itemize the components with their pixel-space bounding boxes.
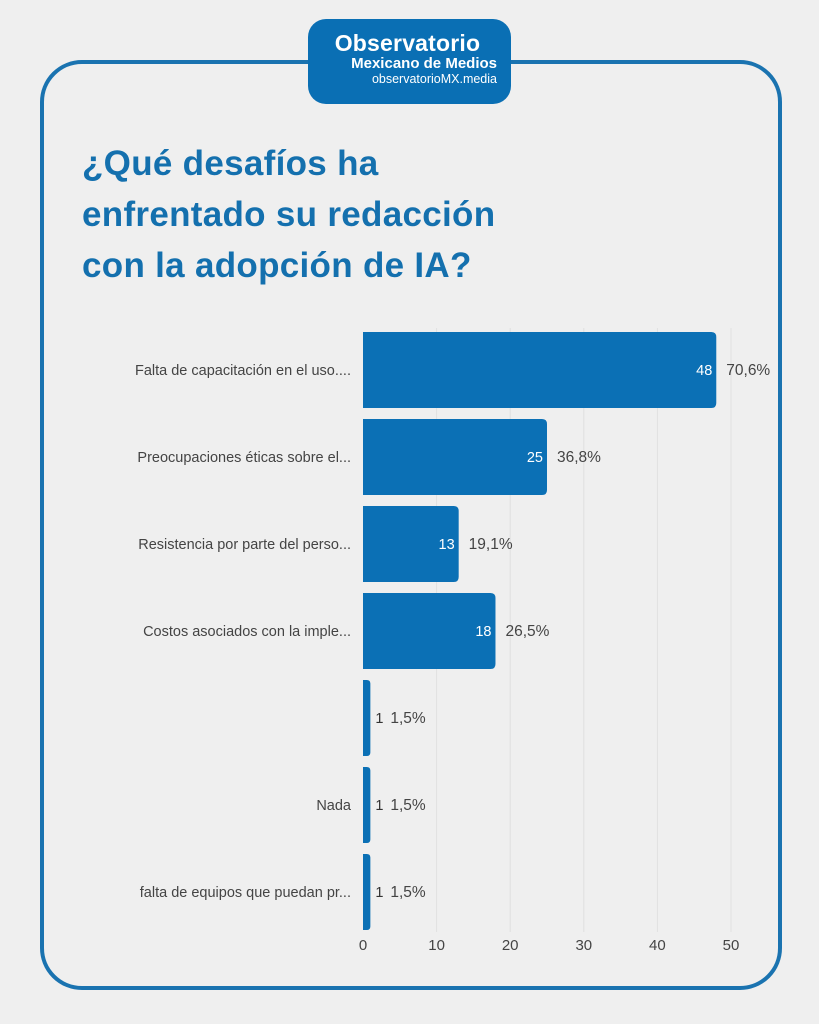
- category-label: Preocupaciones éticas sobre el...: [137, 450, 351, 466]
- bar: [363, 854, 371, 930]
- bar-percent-label: 19,1%: [469, 536, 513, 553]
- chart-title-line: con la adopción de IA?: [82, 246, 472, 285]
- x-tick-label: 0: [359, 937, 367, 954]
- bar: [363, 767, 371, 843]
- category-labels: Falta de capacitación en el uso.... Preoc…: [135, 363, 352, 901]
- logo-title: Observatorio: [334, 30, 481, 56]
- bar: [363, 680, 371, 756]
- bar: [363, 419, 547, 495]
- chart-title: ¿Qué desafíos ha enfrentado su redacción…: [82, 138, 642, 291]
- x-axis-ticks: 0 10 20 30 40 50: [359, 937, 740, 954]
- bar-value-label: 18: [475, 624, 491, 640]
- x-tick-label: 10: [428, 937, 445, 954]
- bar: [363, 593, 496, 669]
- bar-percent-label: 1,5%: [390, 884, 426, 901]
- logo-badge: Observatorio Mexicano de Medios observat…: [308, 19, 511, 104]
- bar-value-label: 25: [527, 450, 543, 466]
- chart-title-line: enfrentado su redacción: [82, 195, 496, 234]
- category-label: falta de equipos que puedan pr...: [140, 885, 351, 901]
- bar-percent-label: 1,5%: [390, 710, 426, 727]
- bar-percent-label: 36,8%: [557, 449, 601, 466]
- bar-value-label: 1: [375, 711, 383, 727]
- bar-value-label: 1: [375, 885, 383, 901]
- logo-url: observatorioMX.media: [371, 72, 497, 86]
- x-tick-label: 30: [575, 937, 592, 954]
- logo-subtitle: Mexicano de Medios: [351, 55, 497, 72]
- bar-value-label: 13: [439, 537, 455, 553]
- category-label: Costos asociados con la imple...: [143, 624, 351, 640]
- bar-value-label: 1: [375, 798, 383, 814]
- bar-percent-label: 26,5%: [505, 623, 549, 640]
- category-label: Falta de capacitación en el uso....: [135, 363, 351, 379]
- bar-percent-label: 70,6%: [726, 362, 770, 379]
- chart-title-line: ¿Qué desafíos ha: [82, 144, 379, 183]
- category-label: Resistencia por parte del perso...: [138, 537, 351, 553]
- bars: 48 70,6%25 36,8%13 19,1%18 26,5%1 1,5%1 1,5%1 1…: [363, 332, 770, 930]
- bar-value-label: 48: [696, 363, 712, 379]
- x-tick-label: 50: [723, 937, 740, 954]
- x-tick-label: 20: [502, 937, 519, 954]
- x-tick-label: 40: [649, 937, 666, 954]
- bar-percent-label: 1,5%: [390, 797, 426, 814]
- category-label: Nada: [316, 798, 352, 814]
- bar: [363, 506, 459, 582]
- bar: [363, 332, 717, 408]
